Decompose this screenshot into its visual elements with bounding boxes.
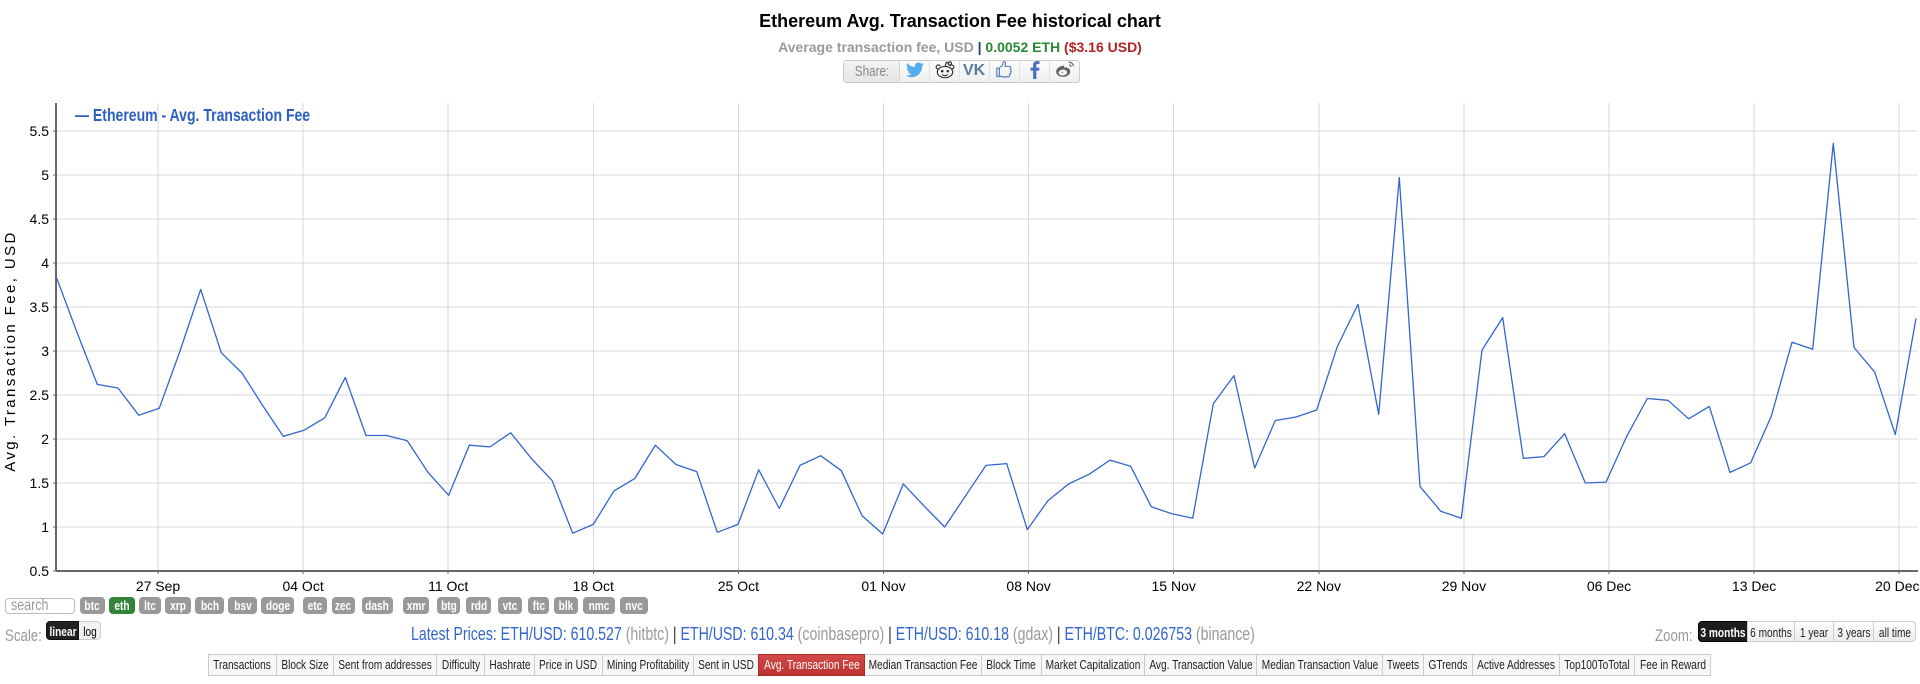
svg-text:11 Oct: 11 Oct: [428, 578, 468, 594]
svg-text:Avg. Transaction Fee, USD: Avg. Transaction Fee, USD: [2, 230, 19, 471]
svg-text:20 Dec: 20 Dec: [1875, 578, 1919, 594]
svg-text:5: 5: [41, 167, 49, 183]
svg-text:13 Dec: 13 Dec: [1732, 578, 1776, 594]
svg-text:15 Nov: 15 Nov: [1152, 578, 1196, 594]
svg-text:5.5: 5.5: [30, 123, 50, 139]
svg-text:— Ethereum - Avg. Transaction: — Ethereum - Avg. Transaction Fee: [75, 105, 310, 125]
svg-text:01 Nov: 01 Nov: [861, 578, 905, 594]
svg-text:2: 2: [41, 431, 49, 447]
svg-text:VK: VK: [963, 62, 986, 77]
svg-text:22 Nov: 22 Nov: [1297, 578, 1341, 594]
svg-text:08 Nov: 08 Nov: [1006, 578, 1050, 594]
svg-text:4: 4: [41, 255, 49, 271]
svg-text:06 Dec: 06 Dec: [1587, 578, 1631, 594]
svg-text:3: 3: [41, 343, 49, 359]
svg-text:3.5: 3.5: [30, 299, 50, 315]
svg-text:2.5: 2.5: [30, 387, 50, 403]
svg-text:04 Oct: 04 Oct: [282, 578, 323, 594]
svg-text:1.5: 1.5: [30, 475, 50, 491]
svg-text:4.5: 4.5: [30, 211, 50, 227]
svg-text:27 Sep: 27 Sep: [136, 578, 181, 594]
svg-text:25 Oct: 25 Oct: [718, 578, 759, 594]
svg-text:1: 1: [41, 519, 49, 535]
svg-text:29 Nov: 29 Nov: [1442, 578, 1486, 594]
svg-text:0.5: 0.5: [30, 563, 50, 579]
svg-text:18 Oct: 18 Oct: [573, 578, 614, 594]
